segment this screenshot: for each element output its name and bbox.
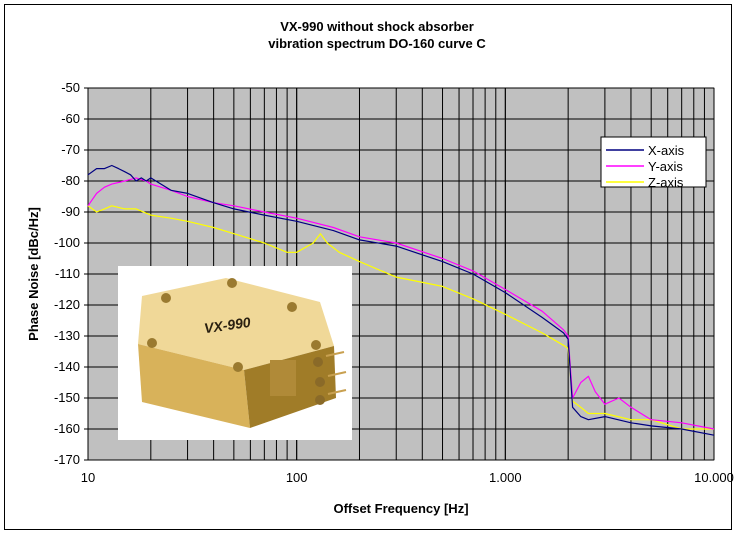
y-tick-label: -80 — [61, 173, 80, 188]
y-tick-label: -140 — [54, 359, 80, 374]
y-tick-label: -150 — [54, 390, 80, 405]
photo-label: VX-990 — [203, 314, 252, 336]
chart-title-line1: VX-990 without shock absorber — [280, 19, 474, 34]
y-tick-label: -120 — [54, 297, 80, 312]
y-tick-label: -160 — [54, 421, 80, 436]
x-axis-ticks: 10 100 1.000 10.000 — [81, 470, 734, 485]
x-tick-label: 10 — [81, 470, 95, 485]
y-tick-label: -100 — [54, 235, 80, 250]
y-tick-label: -90 — [61, 204, 80, 219]
product-photo: VX-990 — [118, 266, 352, 440]
legend-label: Z-axis — [648, 175, 684, 190]
y-tick-label: -50 — [61, 80, 80, 95]
y-axis-ticks: -50 -60 -70 -80 -90 -100 -110 -120 -130 -140 -150 -… — [54, 80, 88, 467]
chart-title-line2: vibration spectrum DO-160 curve C — [268, 36, 486, 51]
series-line-x-axis — [87, 164, 715, 436]
series-layer — [87, 164, 715, 436]
y-tick-label: -170 — [54, 452, 80, 467]
series-line-z-axis — [87, 205, 714, 430]
x-tick-label: 10.000 — [694, 470, 734, 485]
y-tick-label: -130 — [54, 328, 80, 343]
y-tick-label: -110 — [55, 266, 80, 281]
x-tick-label: 100 — [286, 470, 308, 485]
legend-label: Y-axis — [648, 159, 683, 174]
y-tick-label: -60 — [61, 111, 80, 126]
y-tick-label: -70 — [61, 142, 80, 157]
x-tick-label: 1.000 — [489, 470, 522, 485]
legend-label: X-axis — [648, 143, 685, 158]
x-axis-label: Offset Frequency [Hz] — [333, 501, 468, 516]
y-axis-label: Phase Noise [dBc/Hz] — [26, 207, 41, 341]
